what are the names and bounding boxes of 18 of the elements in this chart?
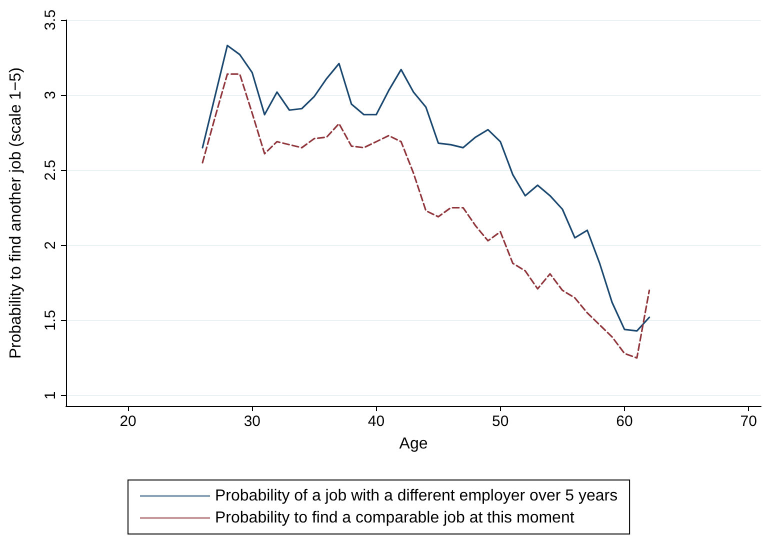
x-tick-label: 70 bbox=[740, 413, 757, 430]
y-tick-label: 3 bbox=[42, 90, 59, 100]
x-tick-label: 50 bbox=[492, 413, 509, 430]
y-axis-title: Probability to find another job (scale 1−5) bbox=[8, 67, 24, 359]
x-tick-label: 60 bbox=[616, 413, 633, 430]
y-tick-label: 1 bbox=[42, 391, 59, 400]
x-tick-label: 30 bbox=[244, 413, 261, 430]
x-tick-label: 40 bbox=[368, 413, 385, 430]
x-axis-title: Age bbox=[399, 436, 428, 452]
line-series bbox=[202, 44, 650, 332]
y-tick-label: 3.5 bbox=[42, 10, 59, 30]
y-tick-label: 1.5 bbox=[42, 310, 59, 331]
legend-label: Probability to find a comparable job at this moment bbox=[215, 510, 575, 526]
y-tick-label: 2.5 bbox=[42, 160, 59, 181]
y-tick-label: 2 bbox=[42, 241, 59, 250]
line-series bbox=[202, 73, 650, 359]
x-tick-label: 20 bbox=[120, 413, 136, 430]
legend-label: Probability of a job with a different employer over 5 years bbox=[215, 488, 618, 504]
